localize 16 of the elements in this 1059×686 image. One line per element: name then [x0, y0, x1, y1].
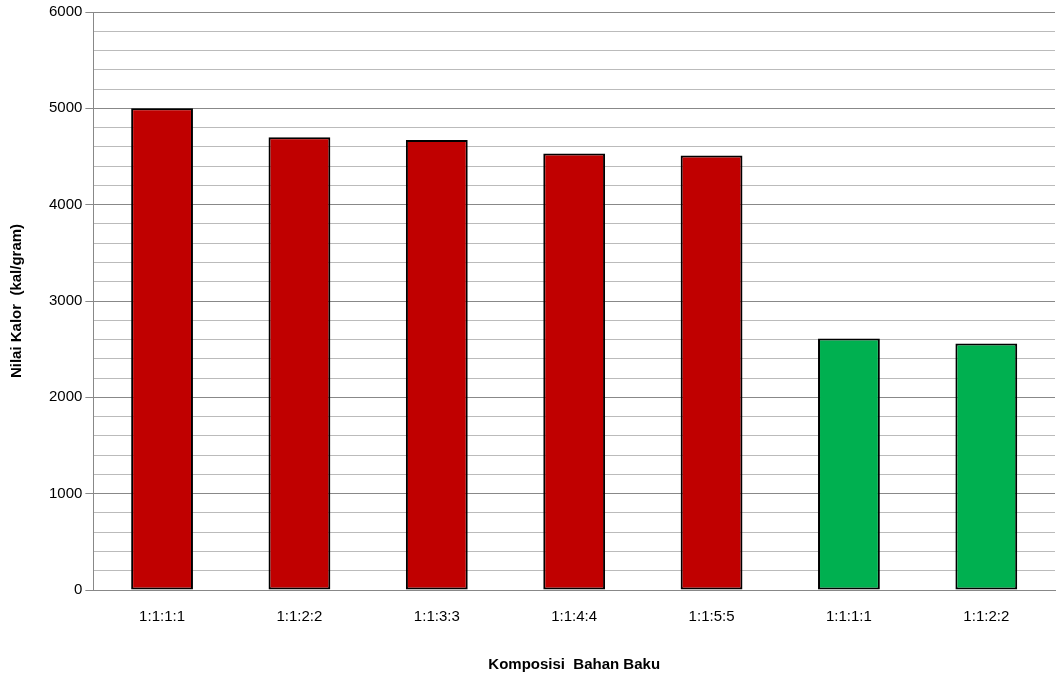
x-tick-label: 1:1:2:2: [963, 607, 1010, 625]
y-axis-title: Nilai Kalor (kal/gram): [7, 223, 25, 379]
y-tick-label: 0: [74, 580, 83, 598]
x-tick-label: 1:1:1:1: [139, 607, 185, 625]
x-tick-label: 1:1:4:4: [551, 607, 598, 625]
x-tick-label: 1:1:2:2: [276, 607, 323, 625]
y-tick-label: 2000: [48, 387, 83, 405]
x-tick-label: 1:1:1:1: [826, 607, 872, 625]
y-tick-label: 6000: [48, 2, 83, 20]
x-tick-label: 1:1:3:3: [413, 607, 460, 625]
x-tick-label: 1:1:5:5: [688, 607, 735, 625]
y-tick-label: 5000: [48, 98, 83, 116]
y-tick-label: 3000: [48, 291, 83, 309]
y-tick-label: 4000: [48, 194, 83, 212]
x-axis-title: Komposisi Bahan Baku: [488, 655, 661, 673]
y-tick-label: 1000: [48, 483, 83, 501]
